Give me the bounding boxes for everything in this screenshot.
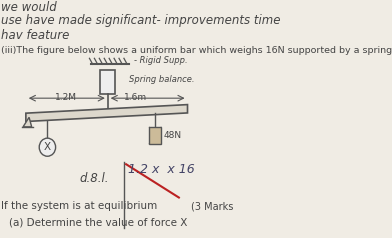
Text: If the system is at equilibrium: If the system is at equilibrium [1,201,157,211]
Text: Spring balance.: Spring balance. [129,75,195,84]
Text: X: X [44,142,51,152]
Circle shape [39,138,56,156]
Text: 48N: 48N [163,131,181,140]
Text: (a) Determine the value of force X: (a) Determine the value of force X [9,218,187,228]
Bar [100,70,115,94]
Polygon shape [23,117,32,127]
Bar [149,127,161,144]
Text: we would: we would [1,1,57,14]
Text: 1.2M: 1.2M [55,93,77,102]
Polygon shape [26,105,187,121]
Text: 1.2 x  x 16: 1.2 x x 16 [128,163,195,176]
Text: hav feature: hav feature [1,29,69,42]
Text: use have made significant- improvements time: use have made significant- improvements … [1,14,281,27]
Text: (3 Marks: (3 Marks [191,201,233,211]
Text: 1.6m: 1.6m [124,93,147,102]
Text: (iii)The figure below shows a uniform bar which weighs 16N supported by a spring: (iii)The figure below shows a uniform ba… [1,46,392,55]
Text: d.8.l.: d.8.l. [79,172,109,185]
Text: - Rigid Supp.: - Rigid Supp. [134,56,187,65]
